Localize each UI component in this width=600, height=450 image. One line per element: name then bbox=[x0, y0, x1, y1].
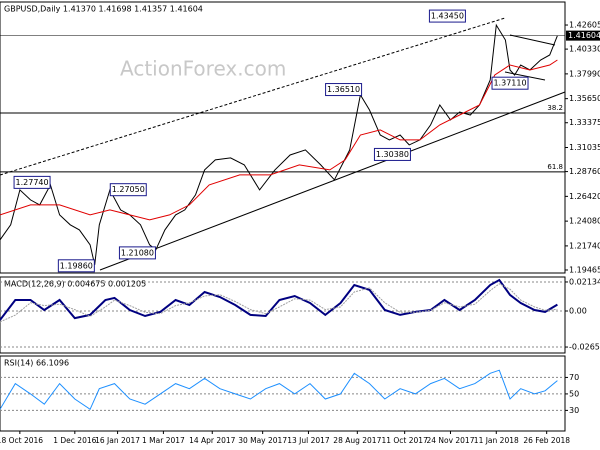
annotation-box bbox=[428, 9, 466, 23]
y-tick-label: 1.26420 bbox=[569, 192, 600, 201]
y-tick-label: 1.37990 bbox=[569, 69, 600, 78]
channel-lower bbox=[99, 91, 566, 271]
annotation-box bbox=[373, 147, 411, 161]
annotation-label: 1.27740 bbox=[16, 178, 49, 187]
annotation-box bbox=[325, 83, 363, 97]
series-line bbox=[0, 23, 558, 265]
current-label: 1.41604 bbox=[568, 31, 600, 40]
y-tick-label: 1.40330 bbox=[569, 45, 600, 54]
annotation-label: 1.36510 bbox=[327, 85, 360, 94]
series-line bbox=[0, 59, 558, 221]
y-tick-label: 1.42605 bbox=[569, 21, 600, 30]
x-tick-label: 26 Feb 2018 bbox=[523, 436, 570, 445]
x-tick-label: 30 May 2017 bbox=[238, 436, 287, 445]
y-tick-label: 30 bbox=[569, 406, 579, 415]
annotation-box bbox=[118, 246, 156, 260]
x-tick-label: 16 Jan 2017 bbox=[95, 436, 140, 445]
y-tick-label: 1.24080 bbox=[569, 217, 600, 226]
x-tick-label: 18 Oct 2016 bbox=[0, 436, 43, 445]
annotation-box bbox=[491, 76, 529, 90]
series-line bbox=[0, 283, 558, 323]
y-tick-label: 1.33375 bbox=[569, 118, 600, 127]
series-line bbox=[0, 278, 558, 321]
panel-frame bbox=[0, 1, 566, 274]
series-line bbox=[0, 369, 558, 411]
x-tick-label: 1 Mar 2017 bbox=[142, 436, 185, 445]
panel-frame bbox=[0, 276, 566, 354]
annotation-box bbox=[57, 259, 95, 273]
annotation-label: 1.43450 bbox=[431, 12, 464, 21]
annotation-box bbox=[109, 183, 147, 197]
fib-label: 38.2 bbox=[547, 104, 563, 112]
x-tick-label: 13 Jul 2017 bbox=[287, 436, 330, 445]
y-tick-label: 50 bbox=[569, 389, 579, 398]
fib-label: 61.8 bbox=[547, 163, 563, 171]
y-tick-label: -0.026514 bbox=[569, 343, 600, 352]
triangle-upper bbox=[509, 34, 556, 46]
y-tick-label: 0.021344 bbox=[569, 277, 600, 286]
annotation-label: 1.21080 bbox=[121, 248, 154, 257]
x-tick-label: 28 Aug 2017 bbox=[333, 436, 381, 445]
y-tick-label: 1.35650 bbox=[569, 94, 600, 103]
y-tick-label: 1.31035 bbox=[569, 143, 600, 152]
y-tick-label: 1.19465 bbox=[569, 265, 600, 274]
panel-title: MACD(12,26,9) 0.004675 0.001205 bbox=[4, 280, 146, 289]
panel-title: RSI(14) 66.1096 bbox=[4, 359, 69, 368]
annotation-label: 1.30380 bbox=[376, 150, 409, 159]
channel-upper bbox=[0, 17, 506, 176]
annotation-label: 1.37110 bbox=[493, 79, 526, 88]
y-tick-label: 1.28760 bbox=[569, 167, 600, 176]
y-tick-label: 1.21740 bbox=[569, 241, 600, 250]
triangle-lower bbox=[504, 71, 546, 81]
x-tick-label: 24 Nov 2017 bbox=[426, 436, 474, 445]
y-tick-label: 0.00 bbox=[569, 306, 587, 315]
annotation-label: 1.19860 bbox=[60, 261, 93, 270]
x-tick-label: 11 Jan 2018 bbox=[474, 436, 519, 445]
annotation-box bbox=[13, 175, 51, 189]
watermark: ActionForex.com bbox=[120, 57, 286, 81]
panel-title: GBPUSD,Daily 1.41370 1.41698 1.41357 1.4… bbox=[4, 5, 203, 14]
x-tick-label: 1 Dec 2016 bbox=[53, 436, 96, 445]
annotation-label: 1.27050 bbox=[112, 185, 145, 194]
x-tick-label: 14 Apr 2017 bbox=[189, 436, 236, 445]
x-tick-label: 11 Oct 2017 bbox=[381, 436, 428, 445]
y-tick-label: 70 bbox=[569, 373, 579, 382]
current-box bbox=[566, 30, 600, 41]
